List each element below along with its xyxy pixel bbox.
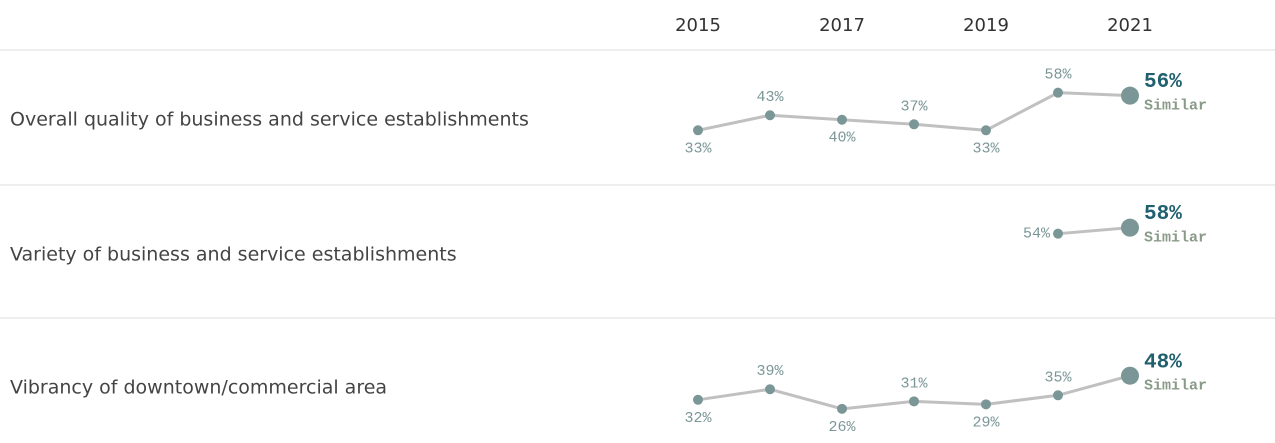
comparison: Similar (1144, 98, 1207, 115)
point (693, 394, 703, 405)
x-tick-label: 2021 (1107, 15, 1153, 36)
value-label: 33% (684, 140, 712, 157)
value-label: 43% (756, 89, 784, 106)
point (981, 399, 991, 410)
value-label: 32% (684, 410, 712, 427)
point (909, 119, 919, 130)
value-label: 35% (1044, 369, 1072, 386)
point (693, 125, 703, 136)
row-label: Overall quality of business and service … (10, 109, 529, 131)
value-label: 29% (972, 414, 1000, 431)
value-label: 39% (756, 363, 784, 380)
value-label: 37% (900, 98, 928, 115)
point (1053, 390, 1063, 401)
point (1053, 228, 1063, 239)
point (1121, 218, 1139, 237)
x-tick-label: 2017 (819, 15, 865, 36)
comparison: Similar (1144, 230, 1207, 247)
point (1053, 87, 1063, 98)
x-tick-label: 2015 (675, 15, 721, 36)
point (765, 384, 775, 395)
row-label: Variety of business and service establis… (10, 244, 457, 266)
row-label: Vibrancy of downtown/commercial area (10, 377, 387, 399)
value-label: 56% (1144, 71, 1182, 94)
point (837, 403, 847, 414)
point (981, 125, 991, 136)
value-label: 33% (972, 140, 1000, 157)
value-label: 54% (1023, 226, 1051, 243)
value-label: 48% (1144, 351, 1182, 374)
point (1121, 366, 1139, 385)
point (765, 110, 775, 121)
x-tick-label: 2019 (963, 15, 1009, 36)
comparison: Similar (1144, 378, 1207, 395)
value-label: 58% (1044, 67, 1072, 84)
value-label: 40% (828, 130, 856, 147)
point (1121, 86, 1139, 105)
value-label: 31% (900, 375, 928, 392)
line (1057, 226, 1131, 236)
value-label: 58% (1144, 203, 1182, 226)
point (837, 114, 847, 125)
point (909, 396, 919, 407)
value-label: 26% (828, 419, 856, 436)
